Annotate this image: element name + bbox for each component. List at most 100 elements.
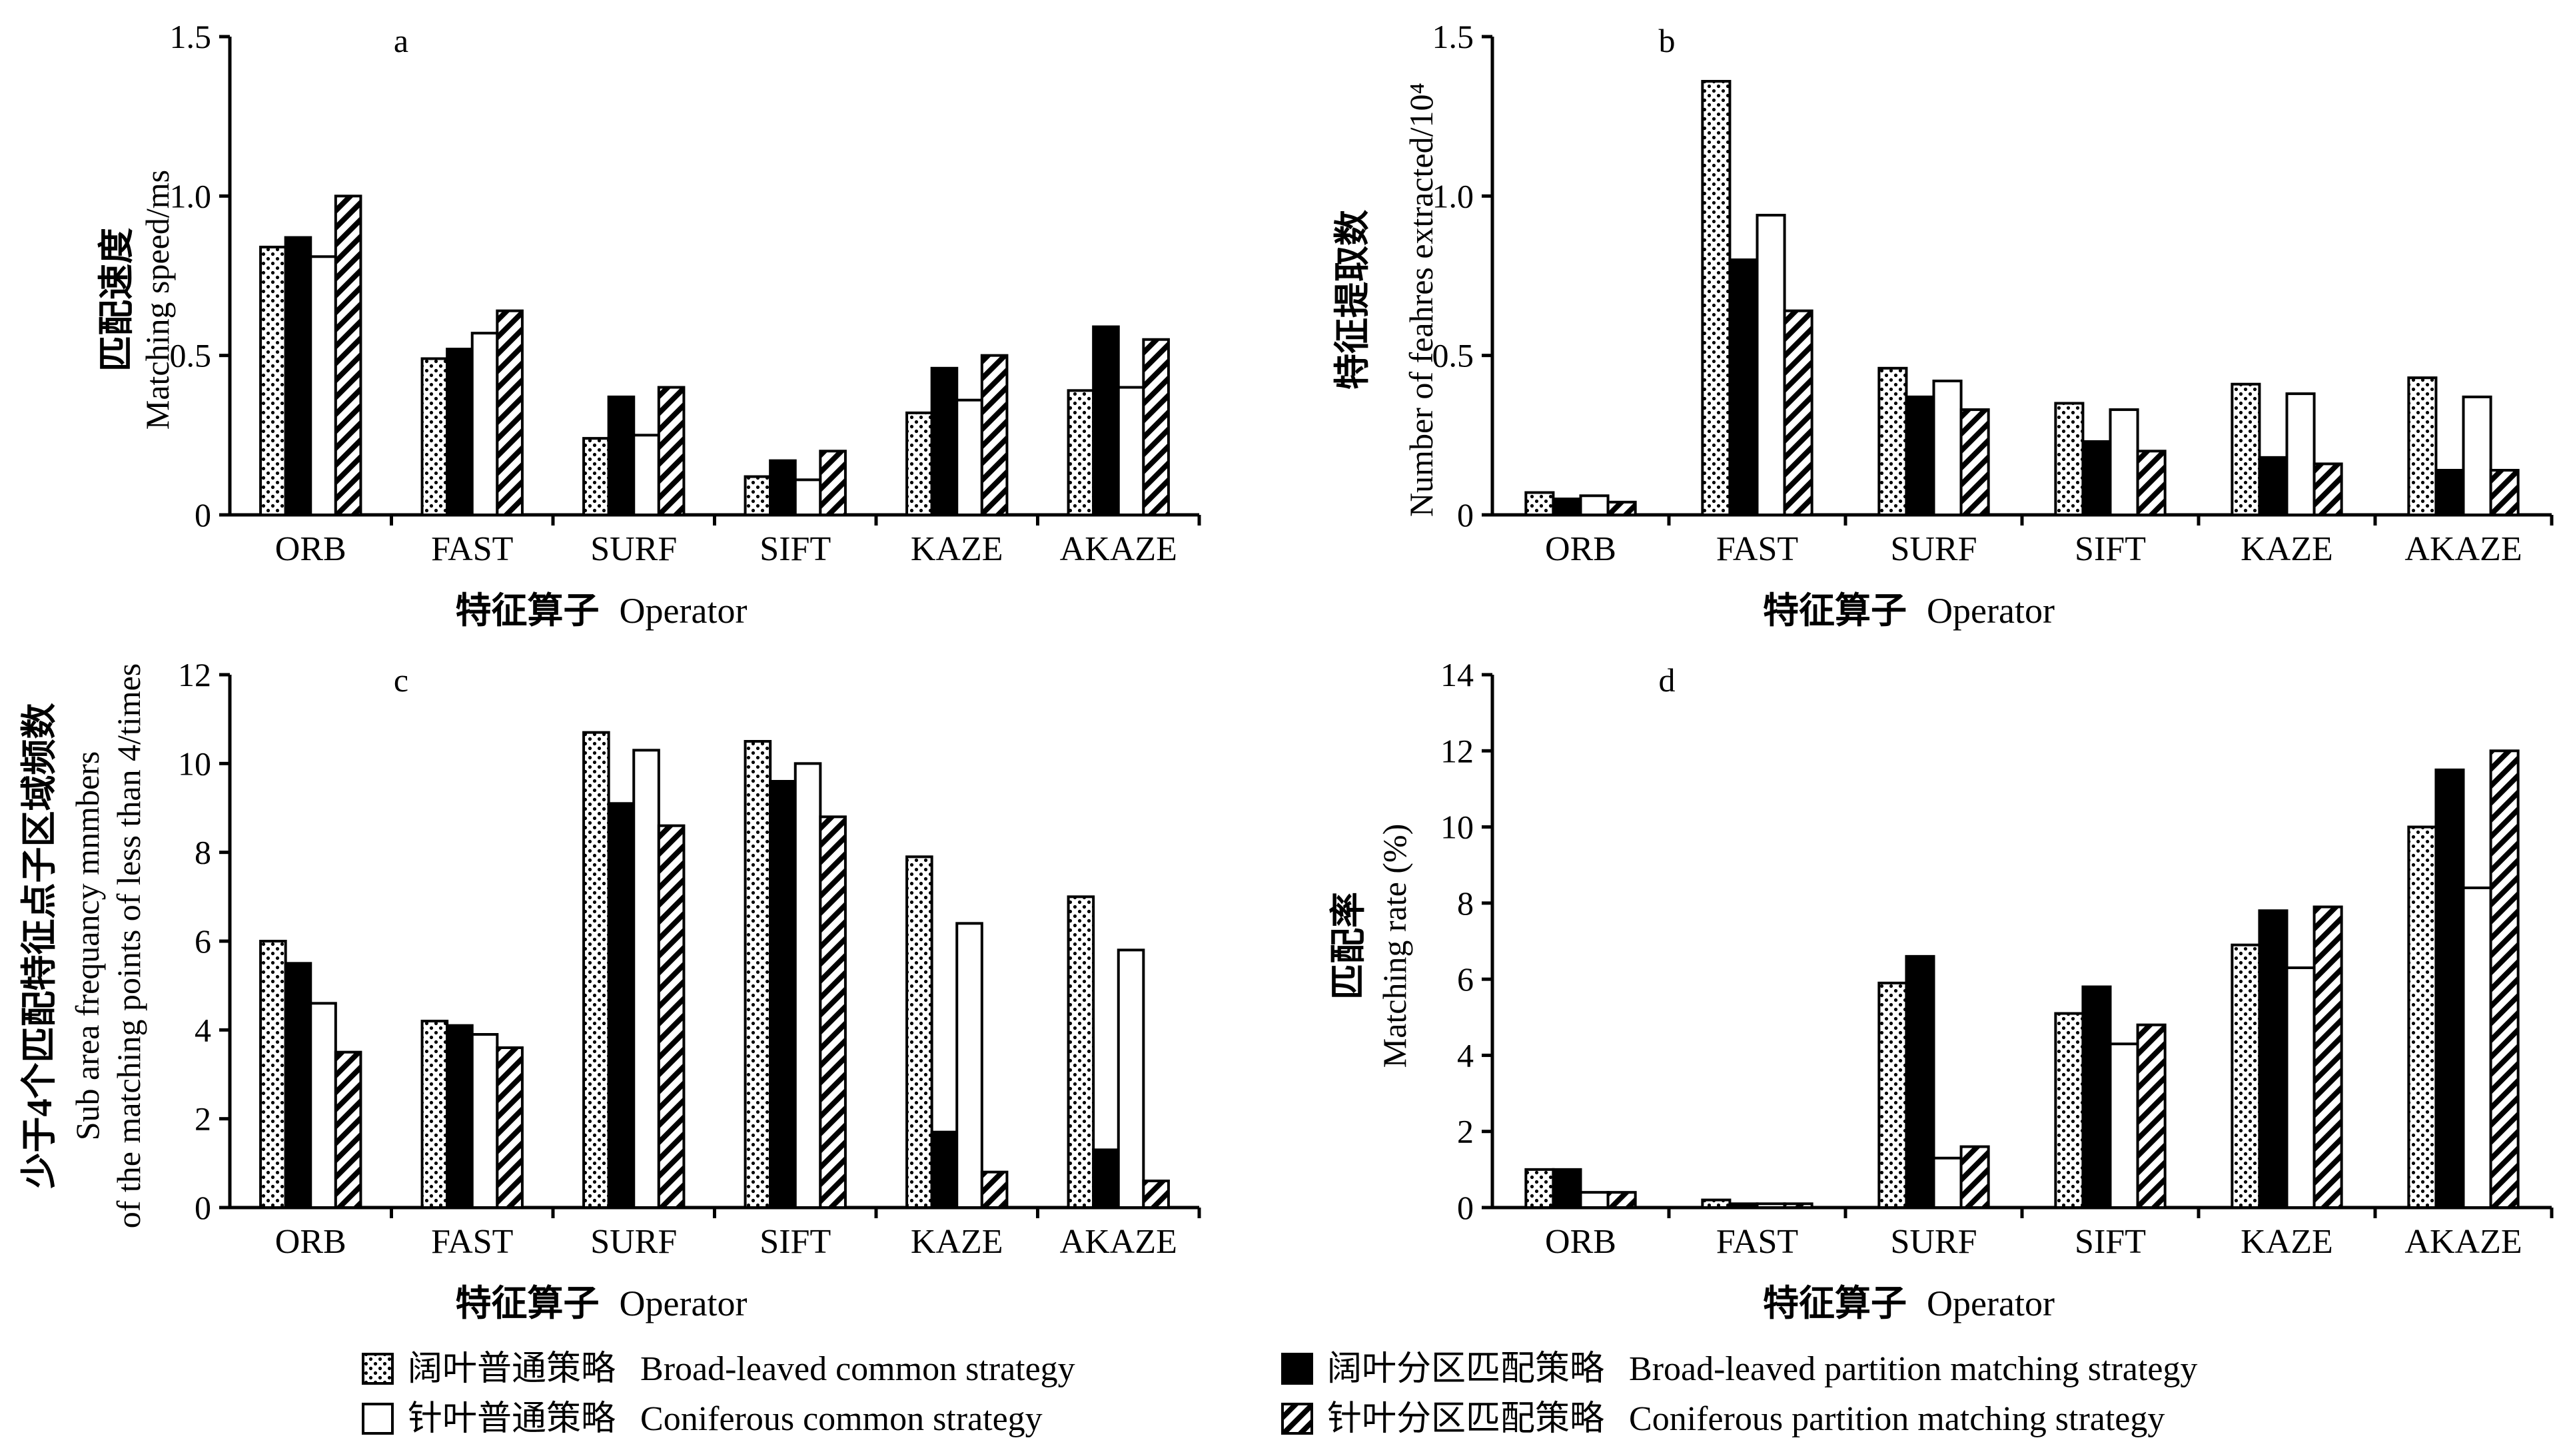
svg-text:针叶分区匹配策略 Coniferous pa: 针叶分区匹配策略 Coniferous partition matching s… [1327, 1400, 2165, 1438]
x-tick-label: AKAZE [1060, 530, 1177, 568]
y-tick-label: 8 [1457, 885, 1474, 922]
bar-coniferous-common-kaze [2285, 966, 2316, 1209]
bar-broad-partition-sift [769, 459, 797, 516]
bar-broad-partition-surf [607, 395, 636, 516]
panel-label: b [1659, 22, 1676, 59]
bar-broad-common-surf [1877, 981, 1908, 1210]
y-tick-label: 4 [1457, 1036, 1474, 1074]
bar-coniferous-common-akaze [1117, 948, 1145, 1210]
x-tick-label: SURF [590, 530, 677, 568]
x-tick-label: SURF [1890, 1223, 1977, 1261]
x-tick-label: ORB [1545, 530, 1616, 568]
bar-coniferous-common-surf [1932, 379, 1963, 517]
x-tick-label: KAZE [2241, 530, 2333, 568]
bar-broad-partition-kaze [2258, 909, 2289, 1210]
x-tick-label: AKAZE [1060, 1223, 1177, 1261]
bar-broad-partition-akaze [2434, 768, 2465, 1210]
x-axis-title-en: Operator [1927, 1283, 2055, 1323]
legend-item-broad-partition: 阔叶分区匹配策略 Broad-leaved partition matching… [1281, 1350, 2197, 1388]
svg-text:针叶普通策略 Coniferous comm: 针叶普通策略 Coniferous common strategy [408, 1400, 1043, 1438]
chart-panel-d: 0 2 4 6 8 10 12 14 ORB FAST SURF SIFT KAZE AKAZE d 特征算子… [1328, 656, 2554, 1324]
bar-broad-common-fast [420, 357, 449, 516]
x-axis-title-en: Operator [620, 1283, 748, 1323]
y-tick-label: 0 [195, 496, 211, 534]
bar-coniferous-partition-orb [334, 1050, 362, 1209]
bar-broad-common-kaze [2231, 382, 2261, 516]
bar-coniferous-common-fast [470, 332, 499, 516]
bar-coniferous-common-sift [2109, 408, 2139, 516]
bar-coniferous-partition-akaze [2489, 468, 2520, 517]
bar-coniferous-partition-akaze [1142, 1180, 1170, 1209]
legend-swatch-solid [1281, 1353, 1313, 1385]
panel-label: a [394, 22, 408, 59]
bar-coniferous-partition-surf [1959, 1145, 1990, 1209]
bar-broad-partition-kaze [930, 366, 959, 517]
bar-broad-partition-orb [1552, 1168, 1582, 1210]
bar-coniferous-common-orb [1579, 494, 1610, 517]
legend-swatch-white [362, 1403, 394, 1435]
bar-coniferous-partition-akaze [2489, 749, 2520, 1210]
bar-coniferous-partition-kaze [980, 1170, 1009, 1209]
y-axis-title-en: Number of feahres extracted/10⁴ [1402, 83, 1440, 517]
bar-coniferous-common-surf [632, 434, 660, 516]
y-axis-title-en: Sub area frequancy mnmbers [69, 751, 106, 1141]
bar-broad-partition-kaze [930, 1130, 959, 1209]
legend-swatch-dotted [362, 1353, 394, 1385]
x-tick-label: FAST [1716, 530, 1798, 568]
y-tick-label: 1.5 [1432, 18, 1474, 55]
x-tick-label: SURF [590, 1223, 677, 1261]
bar-coniferous-partition-orb [1606, 500, 1637, 516]
y-tick-label: 14 [1440, 656, 1474, 693]
bar-broad-partition-surf [1905, 954, 1935, 1210]
bar-broad-common-orb [1524, 1168, 1555, 1210]
bar-broad-partition-akaze [2434, 468, 2465, 517]
bar-broad-common-surf [582, 731, 610, 1209]
bar-broad-common-kaze [905, 855, 933, 1210]
bar-broad-partition-orb [1552, 498, 1582, 516]
y-tick-label: 0 [1457, 1189, 1474, 1226]
bar-coniferous-partition-fast [1783, 309, 1813, 516]
bar-coniferous-partition-surf [657, 386, 686, 516]
bar-broad-common-fast [420, 1020, 449, 1209]
bar-coniferous-common-kaze [955, 398, 983, 516]
chart-panel-b: 0 0.5 1.0 1.5 ORB FAST SURF SIFT KAZE AKAZE b 特征算子 O… [1332, 18, 2554, 631]
bar-broad-partition-akaze [1092, 1148, 1120, 1210]
bar-coniferous-common-sift [793, 478, 822, 517]
bar-coniferous-common-orb [309, 255, 337, 516]
panel-label: d [1659, 661, 1676, 699]
bar-coniferous-common-orb [1579, 1191, 1610, 1209]
x-axis-title-zh: 特征算子 [1763, 589, 1907, 631]
legend-item-broad-common: 阔叶普通策略 Broad-leaved common strategy [362, 1350, 1075, 1388]
bar-coniferous-partition-surf [657, 824, 686, 1209]
bar-coniferous-common-surf [632, 749, 660, 1210]
bar-broad-common-fast [1701, 80, 1732, 517]
bar-broad-common-orb [259, 940, 287, 1209]
bar-broad-common-surf [582, 437, 610, 516]
bar-broad-common-orb [1524, 491, 1555, 517]
x-tick-label: SIFT [760, 1223, 831, 1261]
bar-broad-common-sift [2054, 402, 2085, 517]
bar-coniferous-common-akaze [2462, 395, 2492, 516]
legend-swatch-hatched [1281, 1403, 1313, 1435]
bar-broad-common-fast [1701, 1198, 1732, 1209]
y-tick-label: 1.0 [170, 177, 212, 214]
bar-coniferous-partition-sift [2136, 1023, 2167, 1209]
bar-coniferous-partition-surf [1959, 408, 1990, 516]
x-axis-title: 特征算子 Operator [456, 1282, 748, 1324]
bar-coniferous-common-akaze [1117, 386, 1145, 516]
bar-broad-common-orb [259, 245, 287, 516]
x-tick-label: KAZE [911, 530, 1003, 568]
x-axis-title: 特征算子 Operator [1763, 589, 2055, 631]
bar-coniferous-partition-fast [1783, 1202, 1813, 1210]
y-tick-label: 12 [178, 656, 211, 693]
y-tick-label: 8 [195, 834, 211, 871]
x-axis-title-en: Operator [1927, 591, 2055, 631]
bar-coniferous-partition-orb [334, 194, 362, 516]
x-tick-label: AKAZE [2404, 530, 2522, 568]
x-tick-label: SIFT [2075, 1223, 2146, 1261]
legend-label-zh: 阔叶分区匹配策略 [1327, 1350, 1604, 1388]
y-axis-title-en: Matching speed/ms [139, 170, 176, 430]
x-tick-label: ORB [275, 1223, 346, 1261]
bar-coniferous-partition-sift [819, 450, 847, 516]
bar-broad-partition-sift [2081, 440, 2112, 517]
